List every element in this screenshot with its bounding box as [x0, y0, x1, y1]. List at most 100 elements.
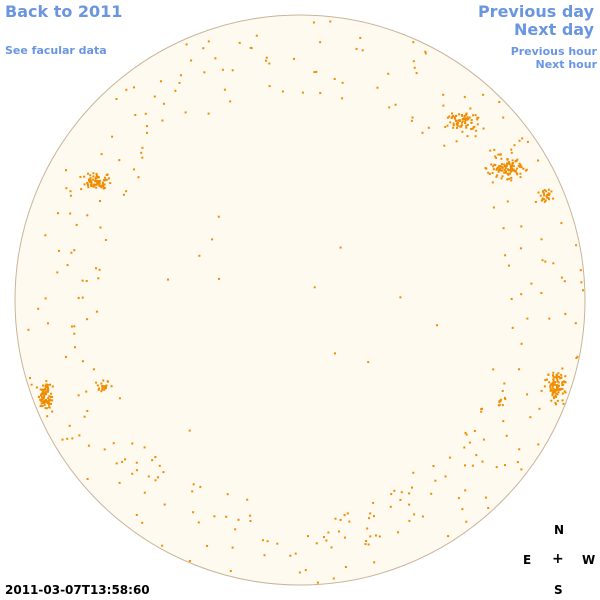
facula-mark: [48, 406, 51, 409]
facula-mark: [510, 298, 513, 300]
facula-mark: [424, 52, 427, 55]
facula-mark: [459, 119, 462, 122]
facula-mark: [506, 178, 509, 181]
facula-mark: [514, 170, 517, 173]
facula-mark: [461, 130, 464, 133]
facula-mark: [522, 167, 525, 170]
see-facular-data-link[interactable]: See facular data: [5, 44, 107, 57]
facula-mark: [57, 212, 59, 215]
facula-mark: [88, 179, 90, 182]
previous-day-link[interactable]: Previous day: [477, 2, 594, 21]
facula-mark: [499, 169, 502, 172]
facula-mark: [530, 282, 533, 285]
previous-hour-link[interactable]: Previous hour: [510, 45, 597, 58]
facula-mark: [104, 176, 106, 179]
facula-mark: [466, 123, 469, 126]
facula-mark: [575, 357, 578, 359]
facula-mark: [552, 375, 555, 378]
facula-mark: [46, 402, 49, 405]
facula-mark: [551, 382, 554, 384]
facula-mark: [537, 443, 540, 446]
facula-mark: [174, 89, 177, 92]
facula-mark: [446, 124, 449, 127]
facula-mark: [411, 116, 414, 119]
facula-mark: [87, 444, 90, 447]
facula-mark: [554, 391, 557, 394]
facula-mark: [503, 165, 506, 168]
facula-mark: [508, 169, 511, 172]
compass-west-label: W: [582, 553, 596, 567]
facula-mark: [47, 322, 49, 325]
facula-mark: [45, 380, 48, 383]
facula-mark: [95, 310, 98, 313]
next-day-link[interactable]: Next day: [514, 20, 594, 39]
facula-mark: [543, 200, 546, 203]
facula-mark: [359, 36, 362, 39]
facula-mark: [206, 545, 209, 547]
facula-mark: [346, 512, 349, 515]
facula-mark: [511, 164, 514, 167]
facula-mark: [44, 388, 47, 391]
facula-mark: [97, 388, 100, 391]
facula-mark: [276, 542, 279, 545]
facula-mark: [501, 169, 503, 172]
back-to-year-link[interactable]: Back to 2011: [5, 2, 123, 21]
facula-mark: [464, 122, 467, 125]
facula-mark: [92, 175, 95, 178]
facula-mark: [542, 191, 545, 194]
facula-mark: [506, 172, 509, 175]
next-hour-link[interactable]: Next hour: [535, 58, 598, 71]
facula-mark: [421, 131, 424, 134]
facula-mark: [203, 71, 206, 74]
observation-timestamp: 2011-03-07T13:58:60: [5, 583, 150, 597]
facula-mark: [495, 466, 498, 469]
facula-mark: [73, 325, 76, 328]
facula-mark: [447, 535, 450, 538]
facula-mark: [505, 170, 507, 173]
facula-mark: [141, 146, 144, 149]
facula-mark: [503, 396, 506, 399]
facula-mark: [399, 498, 402, 501]
facula-mark: [94, 176, 97, 179]
facula-mark: [510, 170, 512, 173]
facula-mark: [143, 446, 146, 449]
facula-mark: [125, 190, 128, 193]
facula-mark: [86, 318, 89, 321]
facula-mark: [154, 456, 157, 458]
facula-mark: [167, 278, 169, 281]
facula-mark: [511, 159, 514, 162]
facula-mark: [102, 386, 105, 388]
facula-mark: [92, 178, 95, 181]
facula-mark: [339, 518, 342, 521]
facula-mark: [70, 325, 73, 328]
facula-mark: [101, 388, 104, 391]
facula-mark: [537, 159, 539, 162]
facula-mark: [554, 394, 557, 397]
facula-mark: [289, 554, 292, 557]
facula-mark: [498, 401, 501, 404]
facula-mark: [79, 175, 82, 178]
facula-mark: [465, 117, 468, 120]
facula-mark: [51, 410, 54, 413]
facula-mark: [102, 379, 105, 382]
facula-mark: [534, 201, 537, 203]
facula-mark: [496, 174, 499, 177]
facula-mark: [348, 520, 351, 523]
compass-south-label: S: [554, 583, 563, 597]
facula-mark: [90, 183, 93, 186]
facula-mark: [261, 539, 264, 542]
facula-mark: [44, 390, 47, 393]
facula-mark: [480, 408, 483, 411]
facula-mark: [41, 396, 44, 399]
facula-mark: [71, 437, 74, 440]
facula-mark: [464, 114, 467, 117]
facula-mark: [141, 156, 144, 159]
facula-mark: [482, 438, 485, 441]
facula-mark: [394, 103, 397, 106]
facula-mark: [147, 475, 150, 478]
facula-mark: [46, 385, 49, 388]
facula-mark: [421, 515, 424, 518]
facula-mark: [118, 397, 121, 400]
facula-mark: [159, 80, 162, 83]
facula-mark: [555, 403, 558, 406]
